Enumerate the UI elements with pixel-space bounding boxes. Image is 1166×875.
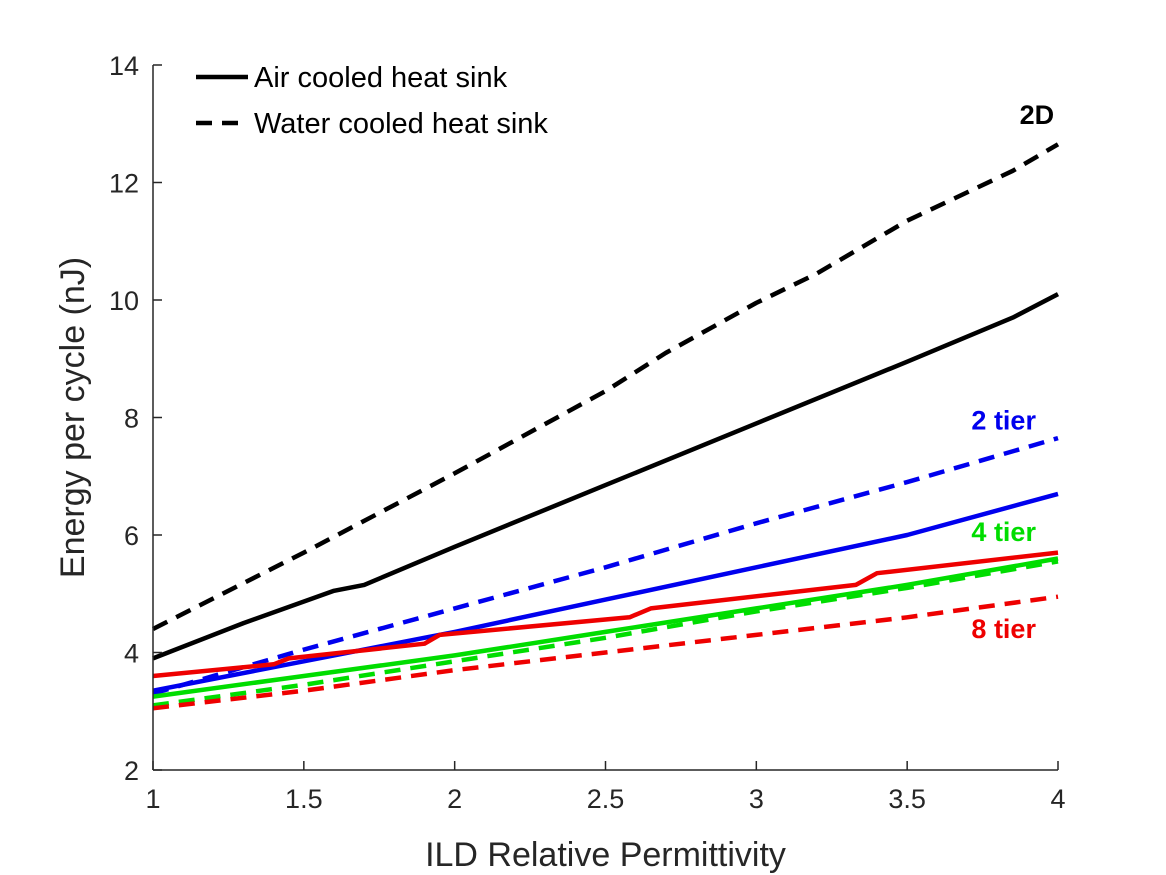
y-ticks: 2 4 6 8 10 12 14 [109,51,162,786]
annotation-2d: 2D [1020,100,1055,130]
y-tick-label: 12 [109,169,139,199]
x-tick-label: 4 [1050,784,1065,814]
series-line-2d-dashed [151,142,1060,632]
series-line-8-tier-dashed [152,594,1059,711]
y-tick-label: 4 [124,639,139,669]
legend: Air cooled heat sink Water cooled heat si… [196,62,548,140]
annotation-4-tier: 4 tier [971,517,1036,547]
series-line-2-tier-solid [152,491,1059,693]
x-tick-label: 3.5 [888,784,926,814]
x-axis-label: ILD Relative Permittivity [425,836,786,874]
series-line-4-tier-dashed [152,559,1059,708]
annotation-8-tier: 8 tier [971,614,1036,644]
series-line-4-tier-solid [152,556,1059,699]
series-line-2d-solid [152,292,1060,661]
x-tick-label: 3 [749,784,764,814]
y-axis-label: Energy per cycle (nJ) [54,257,92,578]
y-tick-label: 10 [109,286,139,316]
y-tick-label: 6 [124,521,139,551]
legend-label: Water cooled heat sink [254,108,548,140]
x-ticks: 1 1.5 2 2.5 3 3.5 4 [145,761,1066,814]
series-line-2-tier-dashed [152,435,1059,696]
series-layer [151,142,1060,711]
x-tick-label: 2.5 [587,784,625,814]
x-tick-label: 1 [145,784,160,814]
y-tick-label: 2 [124,756,139,786]
series-line-8-tier-solid [152,550,1059,679]
annotations: 2D 2 tier 4 tier 8 tier [971,100,1054,644]
legend-label: Air cooled heat sink [254,62,508,94]
annotation-2-tier: 2 tier [971,405,1036,435]
x-tick-label: 2 [447,784,462,814]
y-tick-label: 14 [109,51,139,81]
y-tick-label: 8 [124,404,139,434]
x-tick-label: 1.5 [285,784,323,814]
